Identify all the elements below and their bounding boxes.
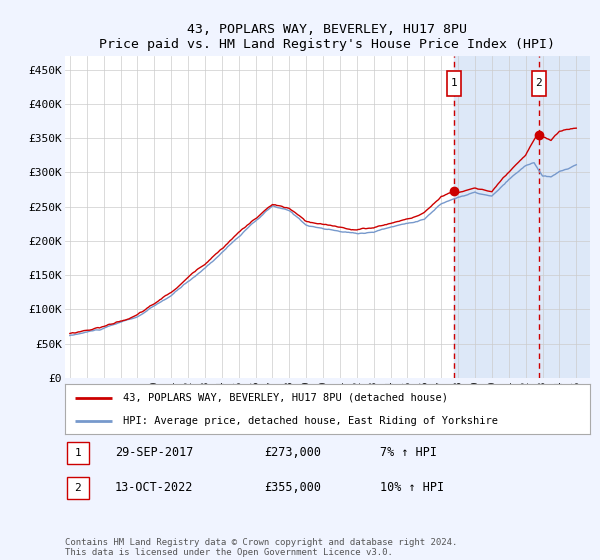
Text: 1: 1 bbox=[451, 78, 457, 88]
Text: HPI: Average price, detached house, East Riding of Yorkshire: HPI: Average price, detached house, East… bbox=[122, 417, 497, 426]
FancyBboxPatch shape bbox=[67, 477, 89, 499]
Text: 1: 1 bbox=[74, 448, 82, 458]
Bar bbox=[454, 56, 590, 378]
FancyBboxPatch shape bbox=[447, 71, 461, 96]
Text: Contains HM Land Registry data © Crown copyright and database right 2024.
This d: Contains HM Land Registry data © Crown c… bbox=[65, 538, 457, 557]
Text: 2: 2 bbox=[74, 483, 82, 493]
Text: 13-OCT-2022: 13-OCT-2022 bbox=[115, 482, 193, 494]
Text: 7% ↑ HPI: 7% ↑ HPI bbox=[380, 446, 437, 459]
Title: 43, POPLARS WAY, BEVERLEY, HU17 8PU
Price paid vs. HM Land Registry's House Pric: 43, POPLARS WAY, BEVERLEY, HU17 8PU Pric… bbox=[100, 22, 556, 50]
FancyBboxPatch shape bbox=[532, 71, 546, 96]
Text: 2: 2 bbox=[536, 78, 542, 88]
Bar bbox=[576, 56, 593, 378]
Text: 29-SEP-2017: 29-SEP-2017 bbox=[115, 446, 193, 459]
Text: £355,000: £355,000 bbox=[265, 482, 322, 494]
Text: 43, POPLARS WAY, BEVERLEY, HU17 8PU (detached house): 43, POPLARS WAY, BEVERLEY, HU17 8PU (det… bbox=[122, 393, 448, 403]
Text: 10% ↑ HPI: 10% ↑ HPI bbox=[380, 482, 444, 494]
FancyBboxPatch shape bbox=[67, 442, 89, 464]
Text: £273,000: £273,000 bbox=[265, 446, 322, 459]
